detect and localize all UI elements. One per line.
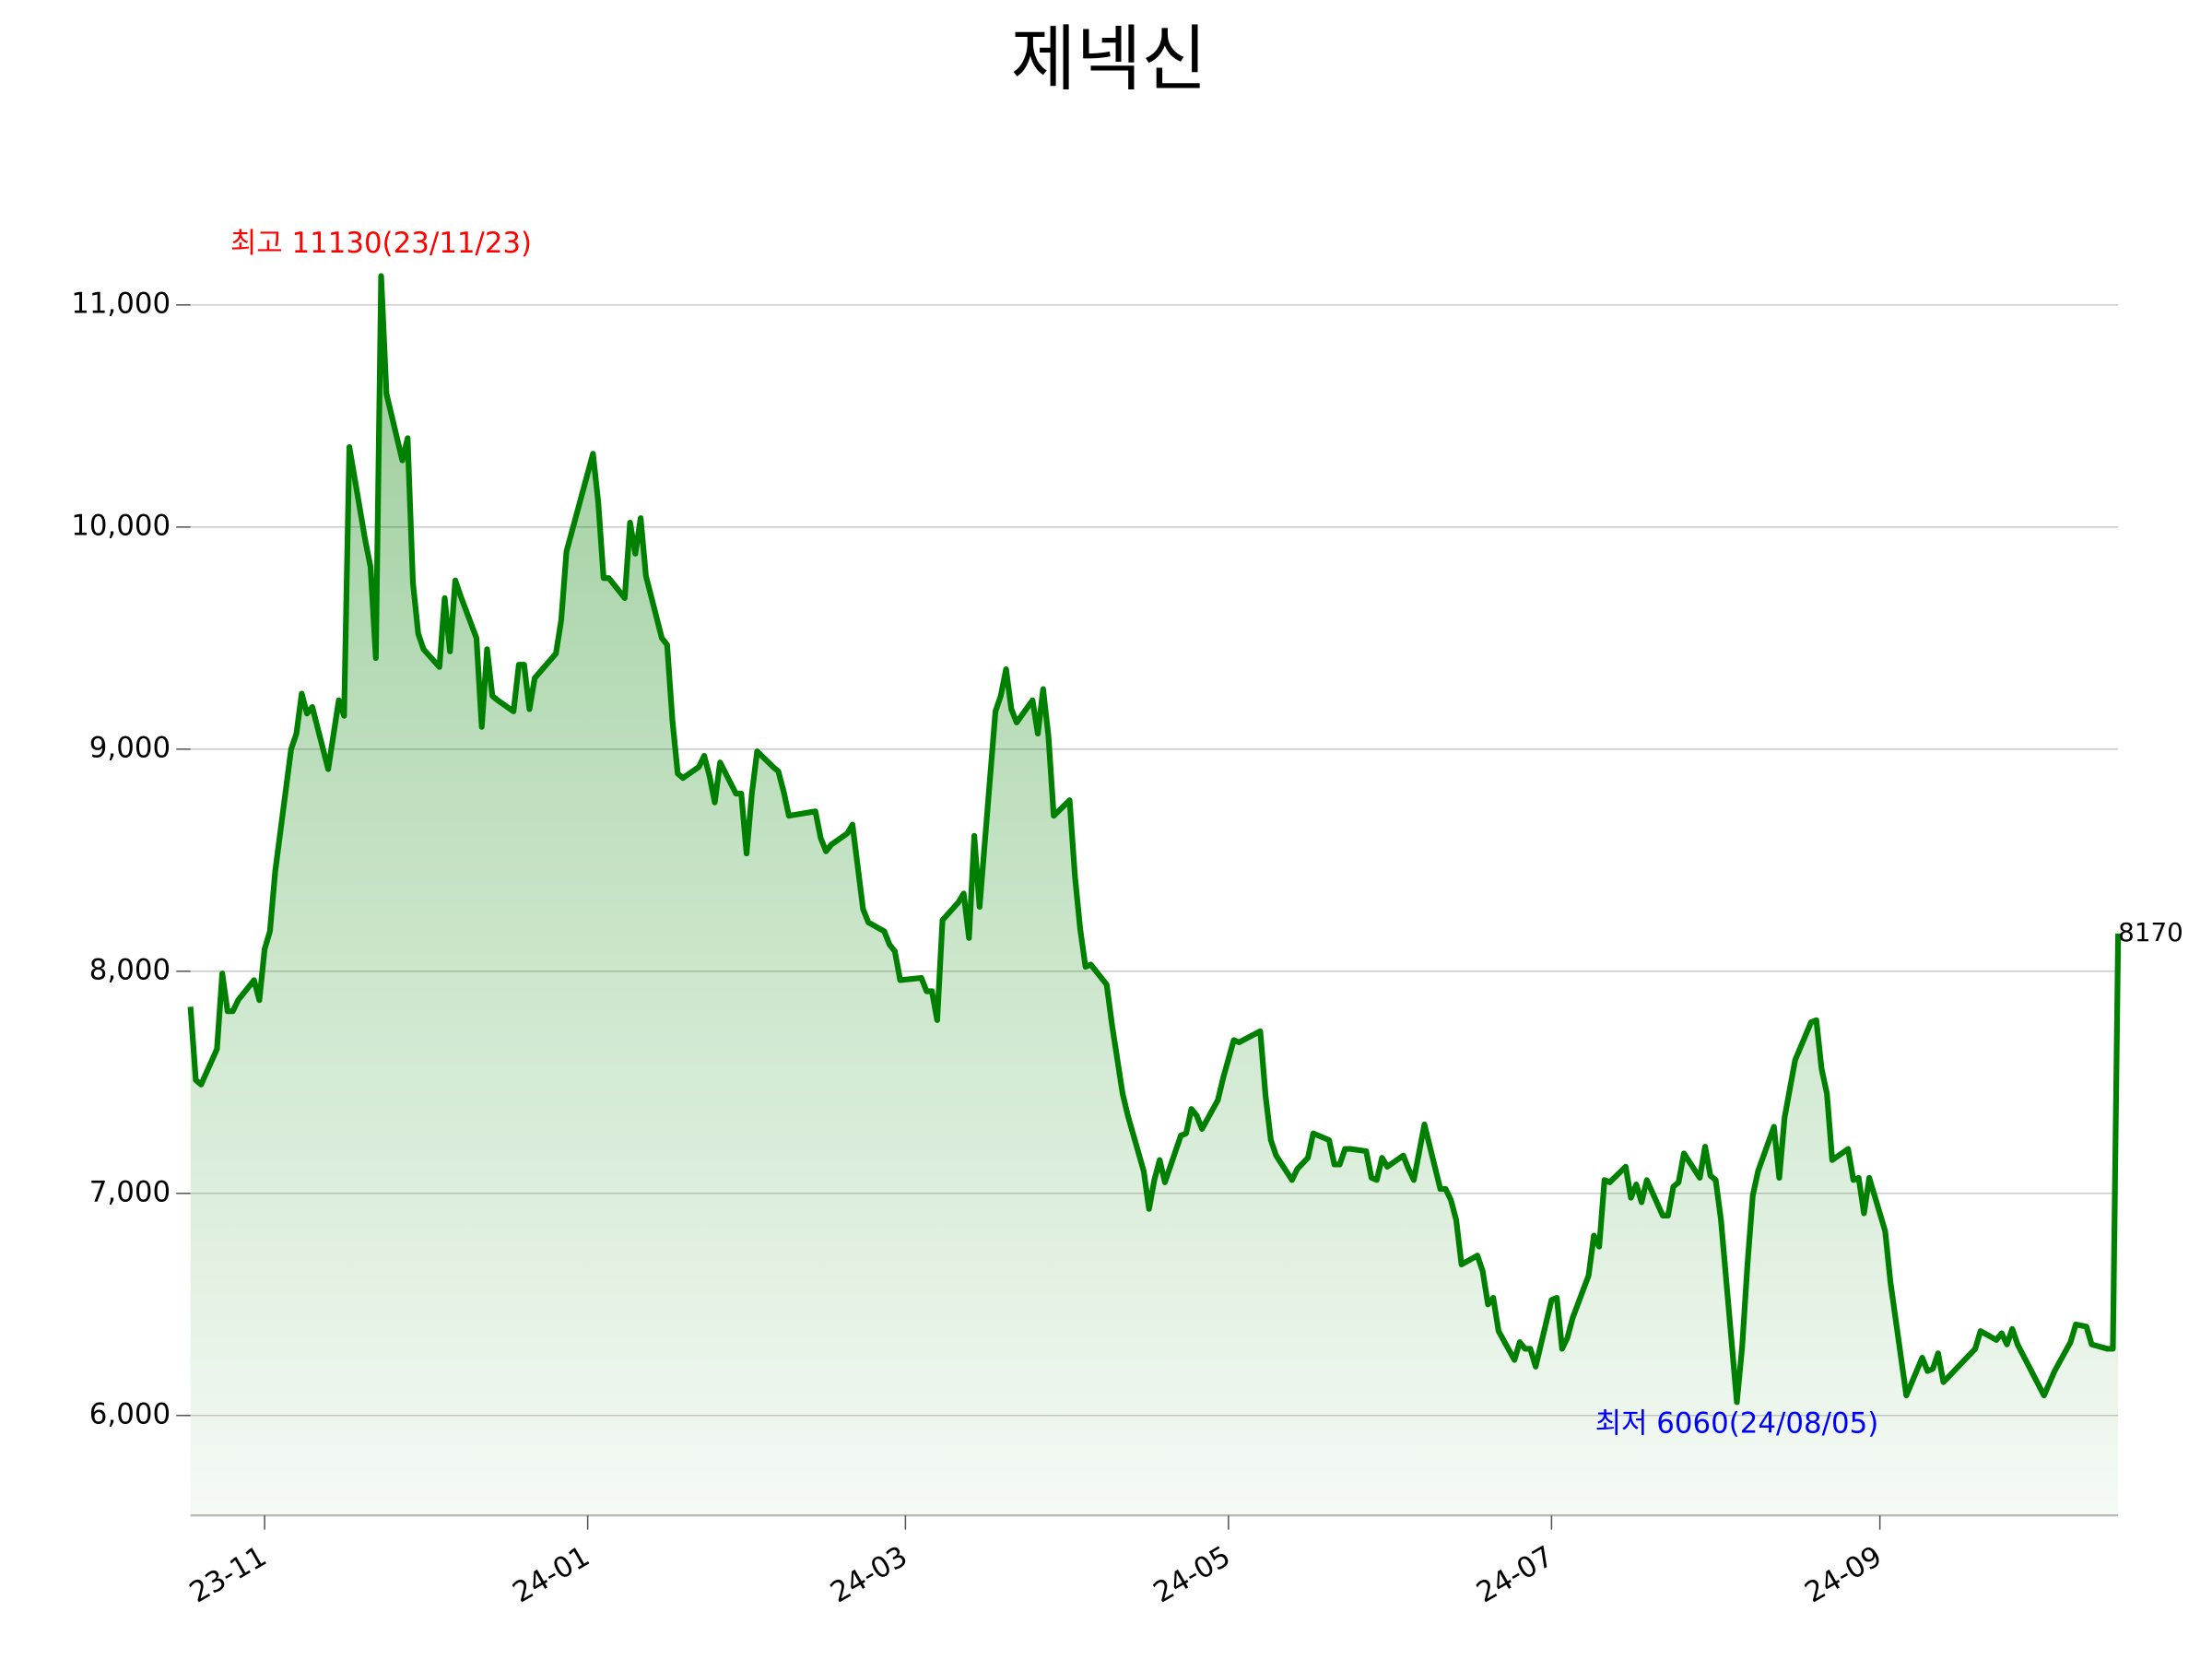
x-tick-label: 24-07 — [1471, 1540, 1559, 1610]
x-tick-label: 24-05 — [1148, 1540, 1237, 1610]
chart-title: 제넥신 — [1011, 18, 1207, 100]
y-tick-label: 7,000 — [89, 1175, 171, 1208]
annotation: 최고 11130(23/11/23) — [230, 227, 532, 260]
x-tick-label: 23-11 — [184, 1540, 273, 1610]
y-tick-label: 10,000 — [71, 509, 171, 542]
y-tick-label: 6,000 — [89, 1397, 171, 1430]
area — [190, 276, 2119, 1516]
annotation: 8170 — [2118, 917, 2183, 947]
x-tick-label: 24-01 — [507, 1540, 595, 1610]
annotation: 최저 6060(24/08/05) — [1595, 1406, 1879, 1440]
line — [187, 273, 2122, 1406]
x-tick-label: 24-03 — [825, 1540, 913, 1610]
x-tick-label: 24-09 — [1799, 1540, 1888, 1610]
y-tick-label: 11,000 — [71, 287, 171, 320]
y-tick-label: 8,000 — [89, 953, 171, 986]
y-tick-label: 9,000 — [89, 731, 171, 764]
